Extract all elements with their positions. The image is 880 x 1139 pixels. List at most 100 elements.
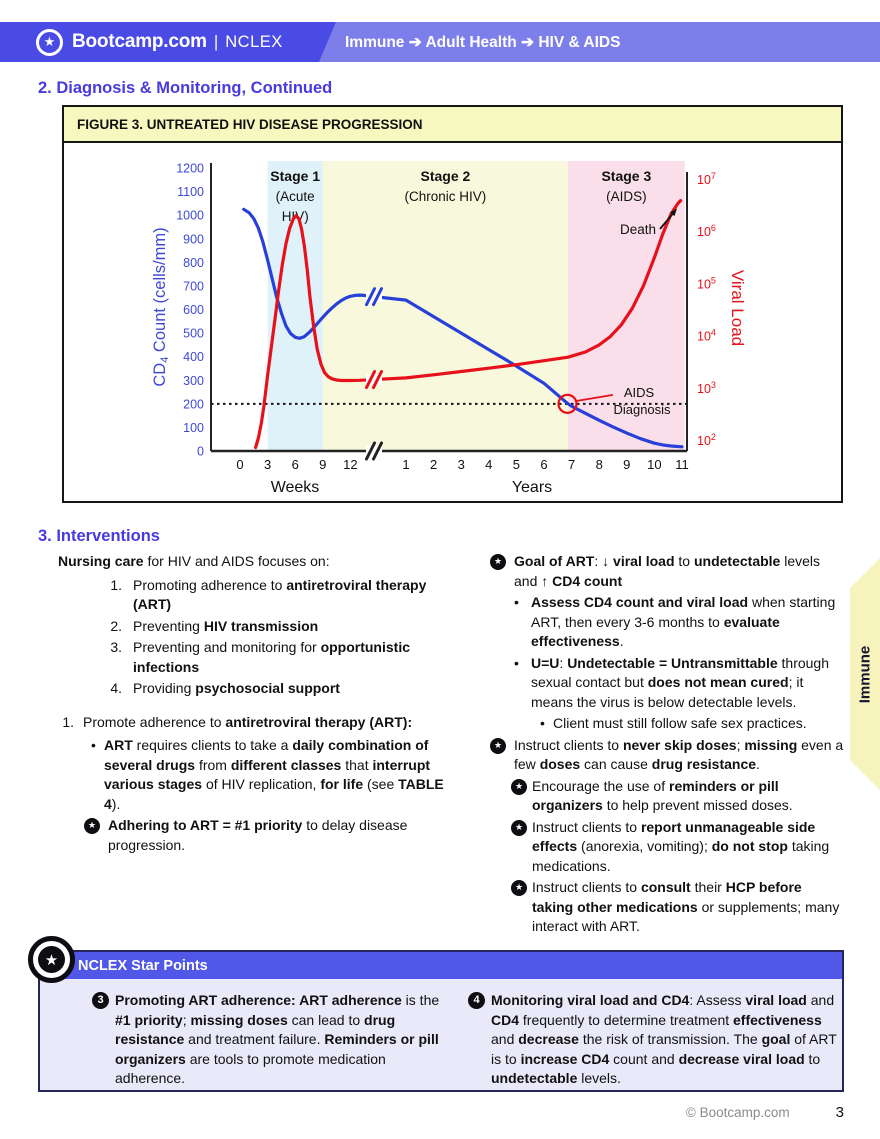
star-point-item: ★ Encourage the use of reminders or pill … [511,777,846,816]
list-item: • Client must still follow safe sex pract… [540,714,846,734]
year-tick-label: 4 [485,457,492,472]
star-point-item: ★ Instruct clients to consult their HCP b… [511,878,846,937]
text: Instruct clients to never skip doses; mi… [514,736,844,773]
star-point-item: ★ Adhering to ART = #1 priority to delay … [84,816,450,855]
logo-text: Bootcamp.com [72,31,207,52]
axis-break-slash [365,441,376,461]
copyright: © Bootcamp.com [685,1105,790,1120]
stage-sublabel: (AIDS) [606,189,647,204]
text: Preventing and monitoring for opportunis… [133,639,410,675]
axis-break-slash [372,287,383,307]
nclex-star-points-box: NCLEX Star Points 3 Promoting ART adheren… [38,950,844,1092]
year-tick-label: 6 [540,457,547,472]
left-tick-label: 200 [183,397,204,411]
year-tick-label: 11 [675,457,689,472]
week-tick-label: 3 [264,457,271,472]
list-item: 2. Preventing HIV transmission [98,617,450,637]
bullet-icon: • [514,594,519,610]
list-item: 3. Preventing and monitoring for opportun… [98,638,450,677]
years-axis-label: Years [512,479,552,496]
text: Promote adherence to antiretroviral ther… [83,713,413,730]
list-number: 4. [110,680,122,696]
week-tick-label: 9 [319,457,326,472]
star-bullet-icon: ★ [511,880,527,896]
left-tick-label: 0 [197,445,204,459]
text: Instruct clients to consult their HCP be… [532,879,840,934]
weeks-axis-label: Weeks [271,479,320,496]
logo-product: NCLEX [225,32,283,51]
star-point-item: 4 Monitoring viral load and CD4: Assess v… [468,991,840,1089]
interventions-right-column: ★ Goal of ART: ↓ viral load to undetectab… [490,552,846,939]
list-item: • Assess CD4 count and viral load when st… [514,593,846,652]
page-number: 3 [835,1104,844,1121]
header-bar: ★ Bootcamp.com | NCLEX Immune ➔ Adult He… [0,22,880,62]
year-tick-label: 2 [430,457,437,472]
left-tick-label: 1200 [176,162,204,176]
bullet-icon: • [514,654,519,671]
breadcrumb: Immune ➔ Adult Health ➔ HIV & AIDS [345,33,621,51]
section-heading-interventions: 3. Interventions [38,527,160,545]
text: ART requires clients to take a daily com… [104,737,444,812]
left-tick-label: 400 [183,350,204,364]
text: Adhering to ART = #1 priority to delay d… [108,817,408,853]
right-tick-label: 102 [697,432,716,448]
nclex-star-points-body: 3 Promoting ART adherence: ART adherence … [40,979,842,1089]
left-tick-label: 500 [183,327,204,341]
left-tick-label: 1000 [176,209,204,223]
left-tick-label: 800 [183,256,204,270]
text: Assess CD4 count and viral load when sta… [531,594,836,649]
text: Goal of ART: ↓ viral load to undetectabl… [514,553,821,589]
left-tick-label: 700 [183,279,204,293]
left-tick-label: 100 [183,421,204,435]
left-tick-label: 600 [183,303,204,317]
week-tick-label: 6 [292,457,299,472]
right-tick-label: 104 [697,328,716,344]
text: Promoting adherence to antiretroviral th… [133,576,427,613]
text: U=U: Undetectable = Untransmittable thro… [531,654,829,710]
left-tick-label: 1100 [177,185,204,199]
axis-break-slash [372,370,383,390]
year-tick-label: 3 [458,457,465,472]
year-tick-label: 8 [596,457,603,472]
text: Nursing care for HIV and AIDS focuses on… [58,553,330,569]
figure-3-box: FIGURE 3. UNTREATED HIV DISEASE PROGRESS… [62,105,843,503]
nclex-star-points-heading: NCLEX Star Points [40,952,842,979]
list-number: 1. [62,713,74,730]
list-item: 1. Promote adherence to antiretroviral th… [58,713,450,733]
star-bullet-icon: ★ [490,554,506,570]
interventions-left-column: Nursing care for HIV and AIDS focuses on… [58,552,450,857]
text: Providing psychosocial support [133,680,340,696]
week-tick-label: 12 [343,457,357,472]
number-badge-icon: 3 [92,992,109,1009]
death-label: Death [620,222,656,237]
stage-label: Stage 2 [420,168,470,184]
star-point-item: ★ Goal of ART: ↓ viral load to undetectab… [490,552,846,591]
year-tick-label: 1 [402,457,409,472]
stage-label: Stage 3 [601,168,651,184]
star-point-item: ★ Instruct clients to never skip doses; m… [490,736,846,775]
immune-section-tab[interactable]: Immune [850,558,880,790]
star-point-item: 3 Promoting ART adherence: ART adherence … [92,991,444,1089]
figure-title: FIGURE 3. UNTREATED HIV DISEASE PROGRESS… [64,107,841,143]
star-icon: ★ [38,946,65,973]
star-bullet-icon: ★ [511,819,527,836]
aids-diagnosis-leader [576,393,614,402]
right-tick-label: 107 [697,171,716,187]
logo-divider: | [213,32,219,51]
text: Instruct clients to report unmanageable … [532,818,830,874]
left-tick-label: 900 [183,232,204,246]
star-bullet-icon: ★ [84,818,100,834]
page-footer: © Bootcamp.com 3 [686,1104,844,1121]
stage-region-3 [568,161,685,451]
text: Monitoring viral load and CD4: Assess vi… [491,992,837,1086]
viral-load-axis-title: Viral Load [728,270,747,346]
text: Promoting ART adherence: ART adherence i… [115,992,440,1086]
list-number: 2. [110,617,122,634]
stage-sublabel: (Acute [276,189,315,204]
header-brand-band: ★ Bootcamp.com | NCLEX [0,22,336,62]
list-number: 3. [110,639,122,655]
stage-sublabel: (Chronic HIV) [405,189,487,204]
text: Preventing HIV transmission [133,617,319,634]
